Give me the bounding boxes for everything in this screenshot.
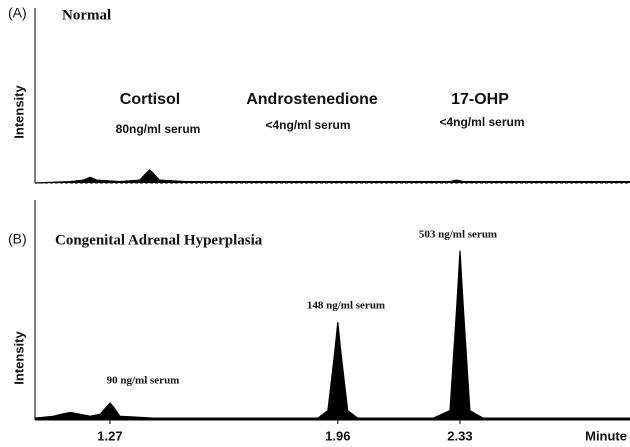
peak-annotation: 503 ng/ml serum — [419, 229, 497, 241]
x-tick-label: 1.96 — [325, 428, 350, 443]
peak-annotation: <4ng/ml serum — [265, 118, 350, 132]
peak-annotation: 148 ng/ml serum — [307, 300, 385, 312]
x-tick-label: 1.27 — [97, 428, 122, 443]
peak-annotation: <4ng/ml serum — [439, 115, 524, 129]
chromatogram-line — [34, 250, 630, 419]
peak-area — [35, 250, 630, 420]
panel-title: Normal — [62, 7, 111, 23]
y-axis-label: Intensity — [11, 85, 26, 139]
panel-label: (B) — [8, 231, 27, 247]
x-axis-label: Minute — [585, 428, 627, 443]
peak-annotation: 90 ng/ml serum — [107, 375, 180, 387]
chromatogram-line — [34, 169, 630, 184]
peak-annotation: 17-OHP — [451, 91, 509, 108]
peak-annotation: Cortisol — [120, 91, 180, 108]
panel-label: (A) — [8, 5, 27, 21]
panel-title: Congenital Adrenal Hyperplasia — [55, 232, 263, 248]
y-axis-label: Intensity — [11, 331, 26, 385]
x-tick-label: 2.33 — [447, 428, 472, 443]
peak-annotation: Androstenedione — [246, 91, 378, 108]
peak-annotation: 80ng/ml serum — [116, 122, 201, 136]
